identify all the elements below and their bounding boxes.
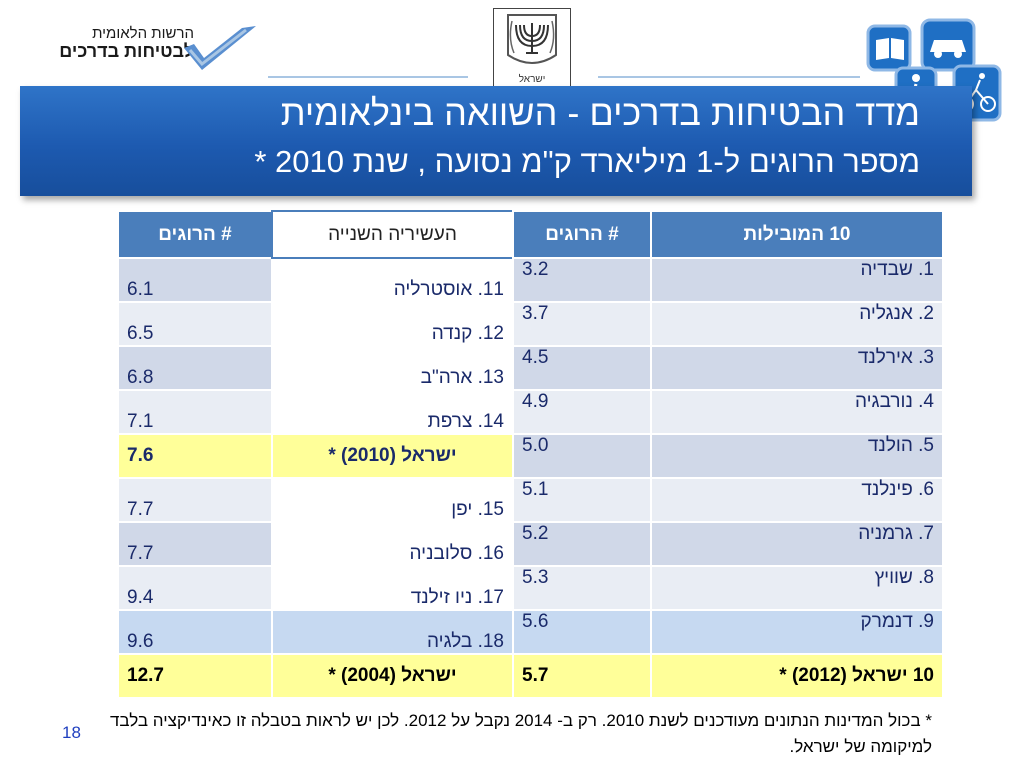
- left-value: 4.9: [512, 389, 652, 435]
- decorative-line-left: [268, 76, 468, 78]
- israel-2010-label: ישראל (2010) *: [271, 433, 514, 479]
- left-value: 5.2: [512, 521, 652, 567]
- left-country: 8. שוויץ: [650, 565, 944, 611]
- page-number: 18: [62, 723, 81, 742]
- left-country: 1. שבדיה: [650, 257, 944, 303]
- table-row: 5. הולנד 5.0 ישראל (2010) * 7.6: [117, 433, 944, 479]
- israel-2004-value: 12.7: [117, 653, 273, 699]
- fatality-comparison-table: 10 המובילות # הרוגים העשיריה השנייה # הר…: [117, 210, 944, 699]
- right-country: 15. יפן: [271, 477, 514, 523]
- title-banner: מדד הבטיחות בדרכים - השוואה בינלאומית מס…: [20, 86, 972, 196]
- left-country: 6. פינלנד: [650, 477, 944, 523]
- right-value: 7.1: [117, 389, 273, 435]
- menorah-emblem-icon: [507, 14, 557, 64]
- right-value: 6.8: [117, 345, 273, 391]
- right-value: 9.4: [117, 565, 273, 611]
- car-icon: [920, 18, 976, 72]
- left-value: 3.2: [512, 257, 652, 303]
- table-row: 6. פינלנד 5.1 15. יפן 7.7: [117, 477, 944, 523]
- decorative-line-right: [598, 76, 860, 78]
- israel-2010-value: 7.6: [117, 433, 273, 479]
- right-country: 12. קנדה: [271, 301, 514, 347]
- left-country: 4. נורבגיה: [650, 389, 944, 435]
- checkmark-icon: [184, 26, 256, 70]
- table-row: 2. אנגליה 3.7 12. קנדה 6.5: [117, 301, 944, 347]
- left-value: 3.7: [512, 301, 652, 347]
- state-emblem: ישראל: [493, 8, 571, 90]
- table-row: 8. שוויץ 5.3 17. ניו זילנד 9.4: [117, 565, 944, 611]
- table-row: 1. שבדיה 3.2 11. אוסטרליה 6.1: [117, 257, 944, 303]
- footnote: * בכול המדינות הנתונים מעודכנים לשנת 201…: [109, 711, 932, 756]
- emblem-caption: ישראל: [518, 74, 546, 85]
- page-subtitle: מספר הרוגים ל-1 מיליארד ק"מ נסועה , שנת …: [254, 144, 920, 179]
- right-country: 16. סלובניה: [271, 521, 514, 567]
- table-row: 3. אירלנד 4.5 13. ארה"ב 6.8: [117, 345, 944, 391]
- left-country: 7. גרמניה: [650, 521, 944, 567]
- header-second-ten: העשיריה השנייה: [271, 210, 514, 259]
- left-value: 5.1: [512, 477, 652, 523]
- left-value: 5.6: [512, 609, 652, 655]
- israel-2012-label: 10 ישראל (2012) *: [650, 653, 944, 699]
- israel-2004-label: ישראל (2004) *: [271, 653, 514, 699]
- table-row: 4. נורבגיה 4.9 14. צרפת 7.1: [117, 389, 944, 435]
- right-value: 6.5: [117, 301, 273, 347]
- table-row: 7. גרמניה 5.2 16. סלובניה 7.7: [117, 521, 944, 567]
- road-safety-authority-logo: הרשות הלאומית לבטיחות בדרכים: [30, 20, 260, 75]
- page-title: מדד הבטיחות בדרכים - השוואה בינלאומית: [280, 92, 920, 133]
- logo-line2: לבטיחות בדרכים: [59, 40, 194, 61]
- right-country: 14. צרפת: [271, 389, 514, 435]
- header-fatalities-1: # הרוגים: [512, 210, 652, 259]
- left-value: 5.3: [512, 565, 652, 611]
- right-value: 9.6: [117, 609, 273, 655]
- table-header-row: 10 המובילות # הרוגים העשיריה השנייה # הר…: [117, 210, 944, 259]
- left-country: 2. אנגליה: [650, 301, 944, 347]
- left-value: 5.0: [512, 433, 652, 479]
- logo-line1: הרשות הלאומית: [92, 25, 194, 42]
- left-country: 5. הולנד: [650, 433, 944, 479]
- right-country: 17. ניו זילנד: [271, 565, 514, 611]
- left-country: 3. אירלנד: [650, 345, 944, 391]
- left-country: 9. דנמרק: [650, 609, 944, 655]
- right-value: 7.7: [117, 521, 273, 567]
- book-icon: [866, 24, 912, 72]
- table-row: 9. דנמרק 5.6 18. בלגיה 9.6: [117, 609, 944, 655]
- logo-text: הרשות הלאומית לבטיחות בדרכים: [34, 26, 194, 61]
- right-country: 13. ארה"ב: [271, 345, 514, 391]
- right-value: 7.7: [117, 477, 273, 523]
- right-value: 6.1: [117, 257, 273, 303]
- israel-2012-value: 5.7: [512, 653, 652, 699]
- right-country: 11. אוסטרליה: [271, 257, 514, 303]
- table-row-israel: 10 ישראל (2012) * 5.7 ישראל (2004) * 12.…: [117, 653, 944, 699]
- header-fatalities-2: # הרוגים: [117, 210, 273, 259]
- right-country: 18. בלגיה: [271, 609, 514, 655]
- left-value: 4.5: [512, 345, 652, 391]
- header-top-ten: 10 המובילות: [650, 210, 944, 259]
